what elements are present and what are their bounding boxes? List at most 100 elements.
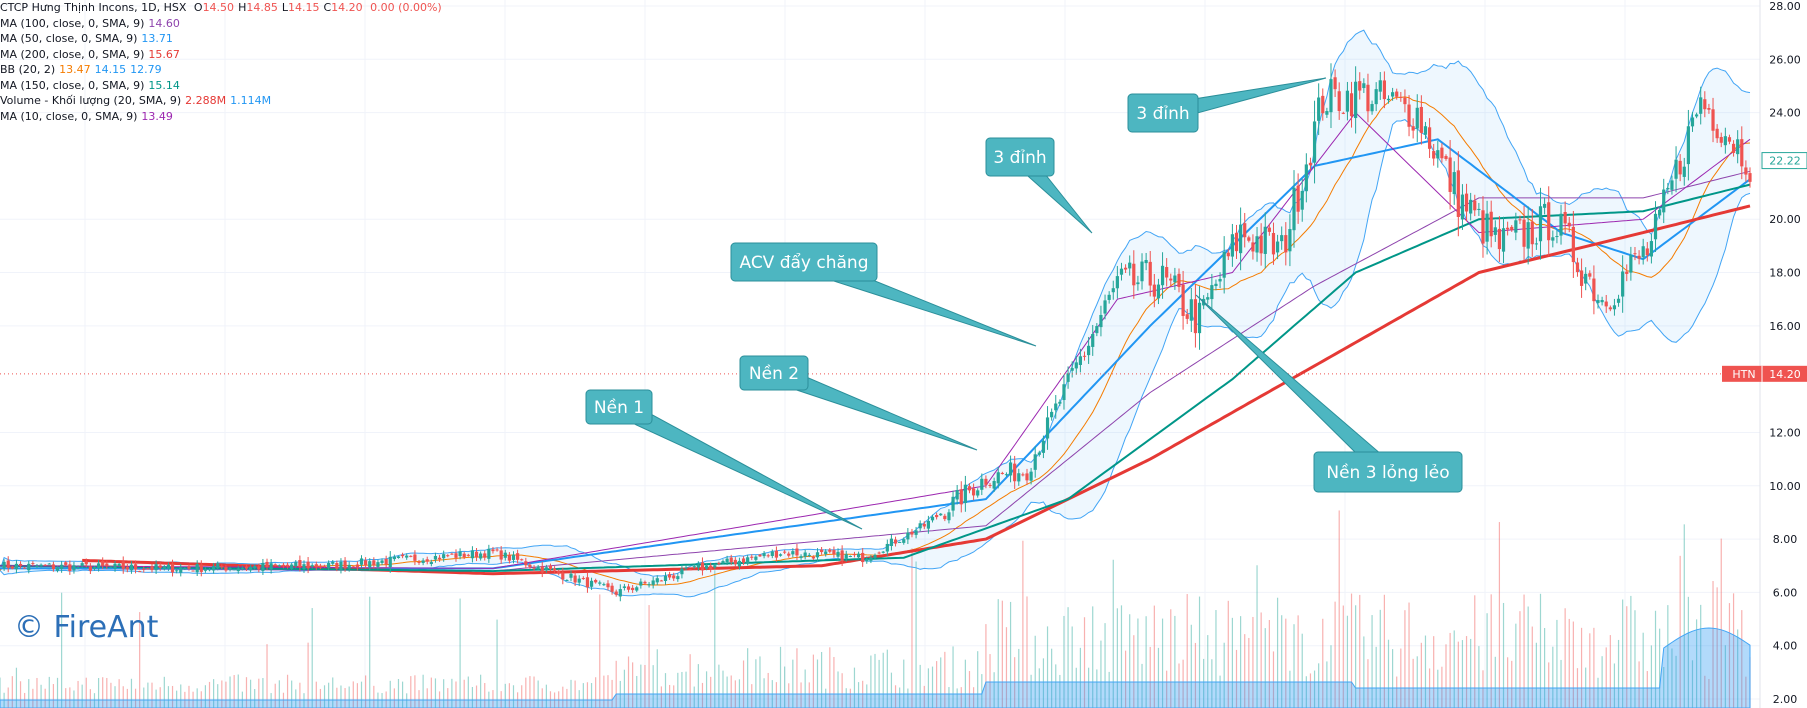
volume-bar [1687,596,1689,708]
volume-bar [93,693,96,708]
indicator-row[interactable]: BB (20, 2) 13.47 14.15 12.79 [0,62,442,78]
candle-body [290,564,294,569]
candle-body [1534,243,1538,245]
volume-bar [381,693,383,708]
candle-body [643,581,647,584]
volume-bar [344,688,346,708]
volume-bar [681,671,683,708]
candle-body [684,567,688,569]
volume-bar [1650,645,1653,708]
volume-bar [213,679,215,708]
volume-bar [1675,655,1677,708]
volume-bar [1564,608,1566,708]
volume-bar [1030,674,1032,708]
candlesticks [2,63,1752,602]
volume-bar [1170,609,1172,708]
annotation-callout: 3 đỉnh [1127,77,1327,133]
volume-bar [1088,667,1090,708]
candle-body [1000,472,1004,474]
volume-bar [323,685,326,708]
candle-body [1575,262,1580,273]
volume-bar [1272,651,1275,708]
candle-body [121,561,125,569]
volume-bar [1359,594,1361,708]
candle-body [413,554,417,561]
candle-body [918,523,922,529]
volume-bar [627,656,630,708]
volume-bar [77,680,79,708]
candle-body [384,558,388,565]
volume-bar [1465,636,1468,708]
candle-body [1670,180,1674,190]
indicator-row[interactable]: MA (50, close, 0, SMA, 9) 13.71 [0,31,442,47]
candle-body [1119,268,1124,275]
volume-bar [1227,600,1229,708]
volume-bar [784,666,786,708]
candle-body [1066,373,1070,382]
candle-body [2,561,6,569]
candle-body [1362,83,1366,89]
volume-bar [106,677,108,708]
volume-bar [1367,659,1369,708]
candle-body [1197,302,1202,334]
axis-tick-label: 12.00 [1769,426,1801,439]
candle-body [1411,126,1415,131]
candle-body [1333,77,1337,90]
candle-body [364,560,368,566]
volume-bar [143,687,145,708]
volume-bar [997,599,999,708]
price-axis[interactable]: 2.00 4.00 6.00 8.00 10.00 12.00 16.00 18.00 20.0… [1722,0,1807,708]
candle-body [815,552,820,558]
candle-body [1744,167,1748,175]
candle-body [183,567,187,570]
candle-body [216,563,220,569]
volume-bar [340,685,342,708]
volume-bar [1601,656,1603,708]
candle-body [117,563,121,567]
volume-bar [1120,605,1123,708]
candle-body [1629,254,1633,273]
volume-bar [1646,671,1648,708]
axis-tick-label: 2.00 [1773,693,1798,706]
candle-body [1349,93,1354,117]
candle-body [1608,307,1612,310]
volume-bar [286,674,289,708]
candle-body [1156,284,1161,299]
candle-body [31,563,35,565]
candle-body [1501,228,1506,252]
candle-body [729,557,733,563]
candle-body [187,566,191,569]
indicator-row[interactable]: MA (150, close, 0, SMA, 9) 15.14 [0,78,442,94]
candle-body [1641,246,1645,258]
volume-bar [820,651,823,708]
volume-bar [245,677,248,708]
volume-bar [1511,660,1513,708]
candle-body [943,515,947,520]
volume-bar [874,653,876,708]
indicator-row[interactable]: MA (100, close, 0, SMA, 9) 14.60 [0,16,442,32]
indicator-row[interactable]: Volume - Khối lượng (20, SMA, 9) 2.288M 1.… [0,93,442,109]
candle-body [672,575,676,579]
candle-body [499,550,503,560]
volume-bar [533,676,535,708]
candle-body [1337,91,1341,112]
indicator-row[interactable]: MA (10, close, 0, SMA, 9) 13.49 [0,109,442,125]
volume-bar [406,693,408,708]
candle-body [1095,326,1099,334]
volume-bar [410,676,412,708]
volume-bar [1622,599,1624,708]
indicator-value: 2.288M [185,94,227,107]
indicator-row[interactable]: MA (200, close, 0, SMA, 9) 15.67 [0,47,442,63]
volume-bar [845,688,847,708]
candle-body [310,565,314,567]
candle-body [1703,99,1707,110]
candle-body [1267,227,1271,232]
candle-body [811,556,815,559]
candle-body [1555,236,1559,238]
volume-bar [44,688,46,708]
volume-bar [648,605,650,708]
indicator-label: MA (200, close, 0, SMA, 9) [0,47,145,61]
volume-bar [1667,605,1669,708]
volume-bar [607,675,609,708]
